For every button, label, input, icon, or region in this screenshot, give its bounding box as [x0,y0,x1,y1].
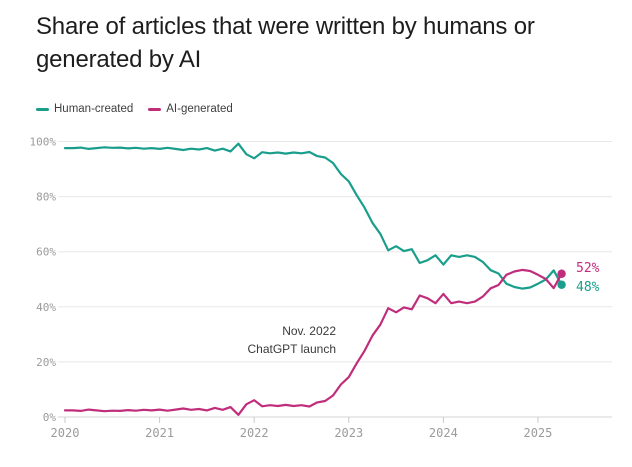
x-tick-label: 2020 [51,426,80,440]
annotation-line-1: Nov. 2022 [282,324,336,338]
ai-end-value-label: 52% [576,261,600,276]
x-tick-label: 2021 [145,426,174,440]
ai-line [63,268,563,416]
y-tick-label: 60% [36,246,56,259]
legend: Human-created AI-generated [36,103,233,115]
legend-label-human-created: Human-created [54,103,134,115]
legend-item-ai-generated: AI-generated [148,103,233,115]
annotation-line-2: ChatGPT launch [247,342,337,356]
x-tick-label: 2022 [240,426,269,440]
legend-dash-human-icon [36,107,49,111]
y-tick-label: 40% [36,301,56,314]
legend-label-ai-generated: AI-generated [166,103,233,115]
chart-title: Share of articles that were written by h… [36,13,535,73]
human-end-value-label: 48% [576,280,600,295]
legend-item-human-created: Human-created [36,103,133,115]
ai-end-dot [557,269,566,278]
chatgpt-launch-annotation: Nov. 2022 ChatGPT launch [248,322,337,358]
x-tick-label: 2024 [429,426,458,440]
x-tick-label: 2025 [523,426,552,440]
human-end-dot [557,280,566,289]
y-tick-label: 0% [43,411,57,424]
y-tick-label: 20% [36,356,56,369]
human-line [63,142,563,290]
y-tick-label: 80% [36,191,56,204]
legend-dash-ai-icon [148,107,162,111]
y-tick-label: 100% [30,136,57,149]
x-tick-label: 2023 [334,426,363,440]
